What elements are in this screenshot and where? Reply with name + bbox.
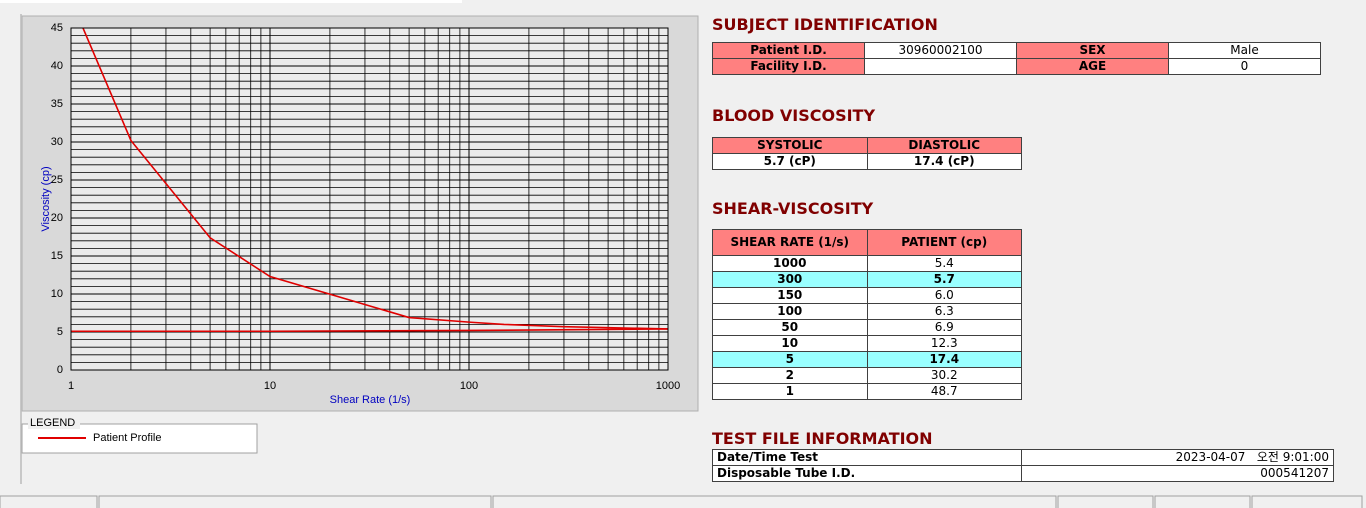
x-axis-label: Shear Rate (1/s) xyxy=(330,394,411,406)
blood-viscosity-table: SYSTOLIC DIASTOLIC 5.7 (cP) 17.4 (cP) xyxy=(712,137,1022,170)
y-tick-label: 25 xyxy=(51,174,63,186)
section-title: SHEAR-VISCOSITY xyxy=(712,199,874,218)
table-header: SHEAR RATE (1/s) xyxy=(712,229,868,256)
table-label: Disposable Tube I.D. xyxy=(712,465,1022,482)
y-tick-label: 45 xyxy=(51,22,63,34)
table-cell: 30960002100 xyxy=(864,42,1017,59)
table-row: Date/Time Test 2023-04-07 오전 9:01:00 xyxy=(712,449,1334,466)
status-cell xyxy=(0,495,98,508)
table-cell: 5.7 (cP) xyxy=(712,153,868,170)
status-cell xyxy=(1251,495,1363,508)
legend: Patient Profile xyxy=(38,432,161,444)
x-tick-label: 10 xyxy=(264,380,276,392)
status-cell xyxy=(1057,495,1154,508)
lines xyxy=(71,28,668,333)
y-tick-label: 30 xyxy=(51,136,63,148)
table-cell: 2 xyxy=(712,367,868,384)
status-cell xyxy=(1154,495,1251,508)
table-row: 50 6.9 xyxy=(712,319,1022,336)
table-cell: 0 xyxy=(1168,58,1321,75)
series-line xyxy=(71,328,668,333)
table-cell: 48.7 xyxy=(866,383,1022,400)
table-row: SYSTOLIC DIASTOLIC xyxy=(712,137,1022,154)
table-row: 2 30.2 xyxy=(712,367,1022,384)
table-cell: 17.4 xyxy=(866,351,1022,368)
table-cell: 000541207 xyxy=(1021,465,1334,482)
table-label: AGE xyxy=(1016,58,1169,75)
table-cell: 100 xyxy=(712,303,868,320)
table-cell: 30.2 xyxy=(866,367,1022,384)
table-cell xyxy=(864,58,1017,75)
top-bar xyxy=(0,0,462,3)
section-title: SUBJECT IDENTIFICATION xyxy=(712,15,938,34)
table-cell: 6.9 xyxy=(866,319,1022,336)
table-row: Disposable Tube I.D. 000541207 xyxy=(712,465,1334,482)
y-axis-label: Viscosity (cp) xyxy=(40,166,52,231)
x-tick-label: 1000 xyxy=(656,380,680,392)
y-tick-label: 5 xyxy=(57,326,63,338)
table-cell: 5.4 xyxy=(866,255,1022,272)
section-title: TEST FILE INFORMATION xyxy=(712,429,933,448)
x-tick-label: 100 xyxy=(460,380,478,392)
subject-table: Patient I.D. 30960002100 SEX Male Facility I… xyxy=(712,42,1321,75)
x-tick-label: 1 xyxy=(68,380,74,392)
table-cell: 150 xyxy=(712,287,868,304)
table-cell: 12.3 xyxy=(866,335,1022,352)
table-row: Facility I.D. AGE 0 xyxy=(712,58,1321,75)
table-cell: 10 xyxy=(712,335,868,352)
y-tick-label: 40 xyxy=(51,60,63,72)
table-row: 150 6.0 xyxy=(712,287,1022,304)
plot-area xyxy=(71,28,668,370)
table-cell: 300 xyxy=(712,271,868,288)
table-cell: Male xyxy=(1168,42,1321,59)
table-cell: 1000 xyxy=(712,255,868,272)
y-tick-label: 35 xyxy=(51,98,63,110)
legend-title-bg xyxy=(28,417,80,429)
table-header: PATIENT (cp) xyxy=(866,229,1022,256)
status-cell xyxy=(492,495,1057,508)
status-bar xyxy=(0,495,1363,508)
table-row: 10 12.3 xyxy=(712,335,1022,352)
test-file-table: Date/Time Test 2023-04-07 오전 9:01:00 Dispo… xyxy=(712,449,1334,482)
table-header: DIASTOLIC xyxy=(866,137,1022,154)
table-cell: 17.4 (cP) xyxy=(866,153,1022,170)
table-cell: 50 xyxy=(712,319,868,336)
table-label: Facility I.D. xyxy=(712,58,865,75)
section-title: BLOOD VISCOSITY xyxy=(712,106,876,125)
table-row: 100 6.3 xyxy=(712,303,1022,320)
table-row: 300 5.7 xyxy=(712,271,1022,288)
legend-label: Patient Profile xyxy=(93,432,161,444)
table-cell: 1 xyxy=(712,383,868,400)
table-label: Date/Time Test xyxy=(712,449,1022,466)
table-cell: 5.7 xyxy=(866,271,1022,288)
table-header: SYSTOLIC xyxy=(712,137,868,154)
left-edge xyxy=(20,14,22,484)
legend-title: LEGEND xyxy=(30,417,75,429)
y-tick-label: 15 xyxy=(51,250,63,262)
table-row: Patient I.D. 30960002100 SEX Male xyxy=(712,42,1321,59)
table-cell: 6.3 xyxy=(866,303,1022,320)
table-row: 1 48.7 xyxy=(712,383,1022,400)
y-tick-label: 10 xyxy=(51,288,63,300)
table-cell: 5 xyxy=(712,351,868,368)
table-row: 5 17.4 xyxy=(712,351,1022,368)
table-cell: 2023-04-07 오전 9:01:00 xyxy=(1021,449,1334,466)
y-tick-label: 20 xyxy=(51,212,63,224)
table-row: 5.7 (cP) 17.4 (cP) xyxy=(712,153,1022,170)
table-row: SHEAR RATE (1/s) PATIENT (cp) xyxy=(712,229,1022,256)
y-tick-label: 0 xyxy=(57,364,63,376)
series-line xyxy=(82,28,668,330)
table-label: Patient I.D. xyxy=(712,42,865,59)
table-row: 1000 5.4 xyxy=(712,255,1022,272)
shear-viscosity-table: SHEAR RATE (1/s) PATIENT (cp) 1000 5.4 300 5.… xyxy=(712,229,1022,400)
status-cell xyxy=(98,495,492,508)
table-label: SEX xyxy=(1016,42,1169,59)
plot-frame xyxy=(70,27,669,371)
table-cell: 6.0 xyxy=(866,287,1022,304)
